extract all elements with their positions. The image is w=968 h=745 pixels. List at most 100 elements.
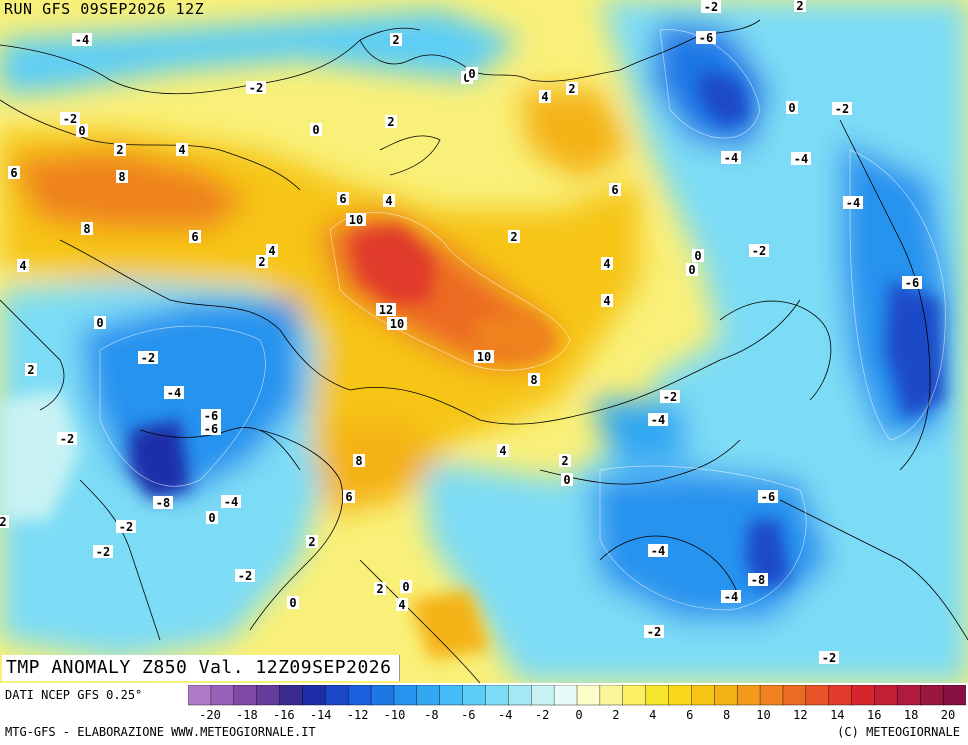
contour-label: 2 <box>306 535 318 549</box>
colorbar-swatch <box>233 685 258 706</box>
contour-label-text: -2 <box>238 569 252 583</box>
contour-label-text: 4 <box>178 143 185 157</box>
contour-label: 2 <box>385 115 397 129</box>
contour-label-text: 0 <box>468 67 475 81</box>
contour-label-text: 6 <box>191 230 198 244</box>
contour-label: 8 <box>353 454 365 468</box>
contour-label-text: -2 <box>835 102 849 116</box>
contour-label: 0 <box>561 473 573 487</box>
colorbar-swatch <box>874 685 899 706</box>
contour-label-text: 0 <box>78 124 85 138</box>
colorbar-tick-label: -20 <box>199 708 221 722</box>
contour-label: 4 <box>601 294 613 308</box>
colorbar-swatch <box>531 685 555 706</box>
contour-label: 4 <box>539 90 551 104</box>
colorbar-tick-label: 6 <box>686 708 693 722</box>
contour-label: -4 <box>648 413 668 427</box>
data-source: DATI NCEP GFS 0.25° <box>5 688 143 702</box>
contour-label-text: -2 <box>119 520 133 534</box>
contour-label-text: -2 <box>141 351 155 365</box>
colorbar-swatch <box>302 685 326 706</box>
contour-label: 0 <box>94 316 106 330</box>
contour-label: 2 <box>374 582 386 596</box>
colorbar-tick-label: 0 <box>575 708 582 722</box>
contour-label-text: 8 <box>118 170 125 184</box>
contour-label: 2 <box>114 143 126 157</box>
contour-label: 2 <box>508 230 520 244</box>
contour-label: 4 <box>497 444 509 458</box>
contour-label-text: 4 <box>398 598 405 612</box>
colorbar-swatch <box>553 685 578 706</box>
contour-label-text: 0 <box>289 596 296 610</box>
contour-label: -4 <box>72 33 92 47</box>
colorbar-tick-label: -10 <box>384 708 406 722</box>
contour-label-text: -4 <box>167 386 181 400</box>
contour-label: 4 <box>396 598 408 612</box>
contour-label-text: 2 <box>561 454 568 468</box>
contour-label-text: 4 <box>541 90 548 104</box>
contour-label-text: -2 <box>704 0 718 14</box>
colorbar-swatch <box>508 685 532 706</box>
contour-label-text: 4 <box>603 294 610 308</box>
contour-label: 2 <box>25 363 37 377</box>
contour-label: 0 <box>786 101 798 115</box>
colorbar-swatch <box>485 685 510 706</box>
contour-label: 0 <box>310 123 322 137</box>
colorbar-tick-label: 10 <box>756 708 770 722</box>
borders <box>0 19 968 683</box>
contour-label: -8 <box>748 573 768 587</box>
contour-label: -4 <box>843 196 863 210</box>
contour-label-text: 0 <box>688 263 695 277</box>
colorbar-swatch <box>370 685 395 706</box>
contour-label: -6 <box>758 490 778 504</box>
contour-label-text: 2 <box>376 582 383 596</box>
contour-label: -2 <box>60 112 80 126</box>
colorbar-tick-label: -18 <box>236 708 258 722</box>
contour-label: 0 <box>400 580 412 594</box>
contour-label: 2 <box>794 0 806 13</box>
colorbar-swatch <box>325 685 349 706</box>
contour-label-text: 0 <box>96 316 103 330</box>
contour-label-text: 10 <box>477 350 491 364</box>
colorbar-swatch <box>439 685 464 706</box>
contour-label: -2 <box>819 651 839 665</box>
colorbar-tick-label: -12 <box>347 708 369 722</box>
contour-label-text: -2 <box>96 545 110 559</box>
contour-label: 6 <box>8 166 20 180</box>
contour-label: 4 <box>266 244 278 258</box>
contour-label-text: -4 <box>651 413 665 427</box>
colorbar-swatch <box>347 685 372 706</box>
contour-label: -6 <box>696 31 716 45</box>
contour-label-text: -4 <box>724 151 738 165</box>
colorbar-swatch <box>828 685 853 706</box>
contour-label: 4 <box>383 194 395 208</box>
contour-label-text: 4 <box>385 194 392 208</box>
contour-label-text: -4 <box>75 33 89 47</box>
colorbar-swatch <box>576 685 601 706</box>
colorbar-swatch <box>599 685 624 706</box>
contour-label: -2 <box>138 351 158 365</box>
colorbar-swatch <box>645 685 670 706</box>
contour-label-text: -8 <box>156 496 170 510</box>
colorbar-swatch <box>393 685 418 706</box>
contour-label-text: -4 <box>846 196 860 210</box>
colorbar-swatch <box>714 685 738 706</box>
copyright: (C) METEOGIORNALE <box>837 725 960 739</box>
contour-label: -2 <box>749 244 769 258</box>
contour-label: -2 <box>235 569 255 583</box>
colorbar-swatch <box>462 685 487 706</box>
colorbar-tick-label: 20 <box>941 708 955 722</box>
colorbar-swatch <box>920 685 944 706</box>
contour-label: -2 <box>246 81 266 95</box>
contour-label-text: 6 <box>611 183 618 197</box>
contour-label-text: -2 <box>647 625 661 639</box>
contour-label: 0 <box>76 124 88 138</box>
contour-label: -2 <box>116 520 136 534</box>
colorbar-tick-label: 12 <box>793 708 807 722</box>
contour-label: -4 <box>648 544 668 558</box>
colorbar-tick-label: 2 <box>612 708 619 722</box>
contour-label-text: 2 <box>796 0 803 13</box>
colorbar-tick-label: 8 <box>723 708 730 722</box>
contour-label: 4 <box>601 257 613 271</box>
contour-label-text: 0 <box>208 511 215 525</box>
